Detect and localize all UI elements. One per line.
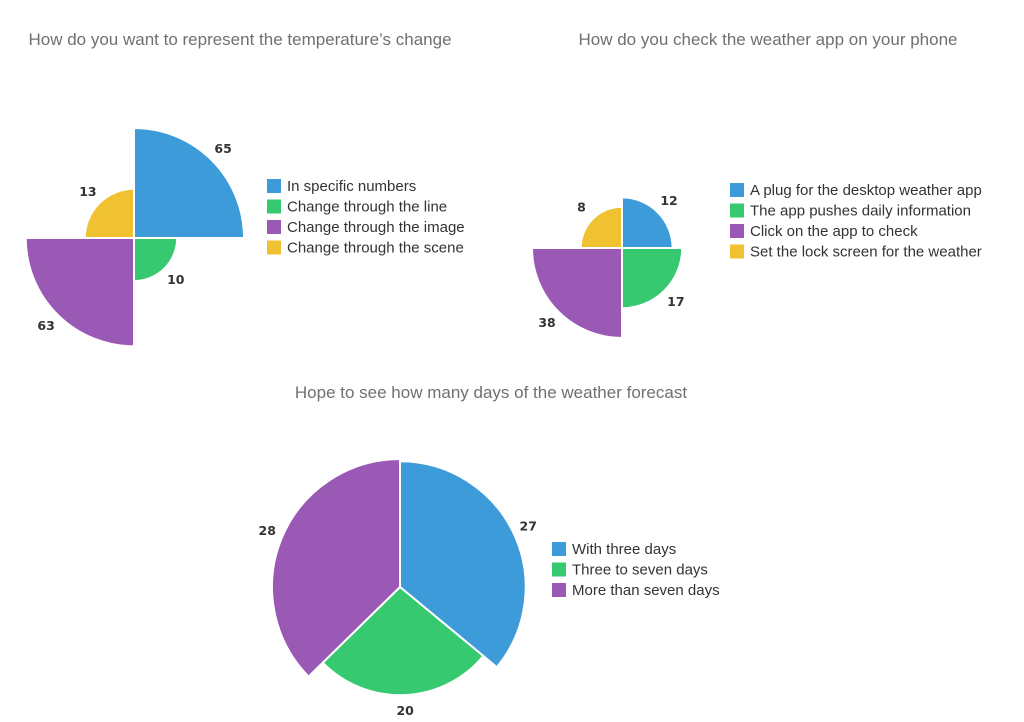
slice-a-plug-for-the-desktop-weather-app[interactable]: [621, 196, 674, 249]
data-label: 65: [214, 141, 231, 156]
legend-swatch[interactable]: [730, 244, 744, 259]
legend-swatch[interactable]: [730, 224, 744, 238]
chart-temperature-change: How do you want to represent the tempera…: [24, 30, 465, 348]
slice-with-three-days[interactable]: [399, 460, 527, 669]
legend-swatch[interactable]: [267, 240, 281, 255]
legend-label-set-the-lock-screen-for-the-weather[interactable]: Set the lock screen for the weather: [750, 244, 982, 261]
legend-swatch[interactable]: [267, 199, 281, 214]
legend-label-a-plug-for-the-desktop-weather-app[interactable]: A plug for the desktop weather app: [750, 182, 982, 199]
slice-set-the-lock-screen-for-the-weather[interactable]: [579, 205, 623, 249]
slice-three-to-seven-days[interactable]: [321, 585, 485, 697]
legend-label-change-through-the-line[interactable]: Change through the line: [287, 199, 447, 216]
legend-swatch[interactable]: [552, 542, 566, 556]
chart-title: How do you want to represent the tempera…: [28, 30, 451, 49]
legend-label-more-than-seven-days[interactable]: More than seven days: [572, 582, 720, 599]
data-label: 28: [259, 523, 276, 538]
slice-more-than-seven-days[interactable]: [271, 457, 401, 678]
legend-label-change-through-the-image[interactable]: Change through the image: [287, 219, 465, 236]
slice-change-through-the-scene[interactable]: [83, 187, 135, 239]
legend-label-click-on-the-app-to-check[interactable]: Click on the app to check: [750, 223, 918, 240]
data-label: 20: [396, 703, 414, 718]
slice-click-on-the-app-to-check[interactable]: [530, 247, 623, 340]
chart-weather-app-check: How do you check the weather app on your…: [530, 30, 982, 340]
legend-label-in-specific-numbers[interactable]: In specific numbers: [287, 178, 416, 195]
slice-the-app-pushes-daily-information[interactable]: [621, 247, 684, 310]
data-label: 8: [577, 199, 586, 214]
legend-swatch[interactable]: [267, 220, 281, 234]
legend-label-three-to-seven-days[interactable]: Three to seven days: [572, 562, 708, 579]
legend-swatch[interactable]: [730, 183, 744, 197]
legend-label-change-through-the-scene[interactable]: Change through the scene: [287, 240, 464, 257]
legend-swatch[interactable]: [267, 179, 281, 193]
legend-swatch[interactable]: [552, 583, 566, 597]
legend-swatch[interactable]: [552, 562, 566, 577]
data-label: 17: [667, 294, 684, 309]
legend-label-the-app-pushes-daily-information[interactable]: The app pushes daily information: [750, 203, 971, 220]
data-label: 12: [660, 193, 677, 208]
data-label: 10: [167, 272, 185, 287]
legend-label-with-three-days[interactable]: With three days: [572, 541, 676, 558]
chart-title: How do you check the weather app on your…: [579, 30, 958, 49]
data-label: 13: [79, 184, 96, 199]
chart-title: Hope to see how many days of the weather…: [295, 383, 687, 402]
slice-change-through-the-image[interactable]: [24, 237, 135, 348]
data-label: 27: [520, 519, 537, 534]
legend-swatch[interactable]: [730, 203, 744, 218]
chart-forecast-days: Hope to see how many days of the weather…: [259, 383, 720, 718]
slice-in-specific-numbers[interactable]: [133, 126, 246, 239]
data-label: 63: [37, 318, 54, 333]
slice-change-through-the-line[interactable]: [133, 237, 179, 283]
data-label: 38: [538, 315, 555, 330]
